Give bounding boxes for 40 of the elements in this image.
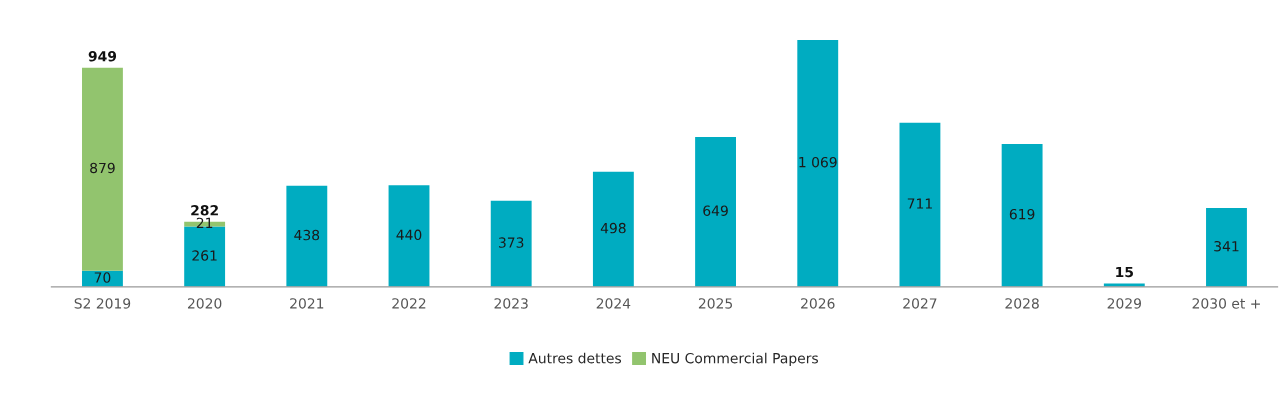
bar (1001, 143, 1043, 287)
total-label: 282 (191, 205, 218, 216)
bar (899, 122, 941, 287)
bar (797, 39, 839, 287)
x-tick-label: 2023 (494, 298, 528, 309)
data-label: 438 (294, 229, 320, 241)
x-tick-label: 2027 (903, 298, 937, 309)
bar (592, 171, 634, 287)
data-label: 619 (1009, 208, 1035, 220)
bar (490, 200, 532, 287)
x-tick-label: 2021 (290, 298, 324, 309)
data-label: 879 (90, 162, 115, 174)
x-tick-label: 2029 (1107, 298, 1141, 309)
data-label: 261 (192, 250, 217, 261)
data-label: 711 (907, 198, 932, 209)
bar (695, 136, 736, 287)
bar (184, 226, 226, 287)
x-tick-label: 2030 et + (1192, 298, 1260, 309)
bar (82, 67, 123, 271)
legend-label: NEU Commercial Papers (652, 352, 818, 367)
x-tick-label: 2028 (1005, 298, 1039, 309)
x-tick-label: 2025 (698, 298, 733, 309)
x-tick-label: S2 2019 (74, 298, 131, 309)
bar (286, 185, 328, 287)
x-tick-label: 2024 (596, 298, 631, 309)
data-label: 649 (703, 205, 728, 216)
data-label: 341 (1214, 240, 1239, 252)
total-label: 949 (88, 51, 117, 62)
x-tick-label: 2026 (801, 298, 835, 309)
data-label: 1 069 (799, 156, 837, 168)
x-tick-label: 2020 (187, 298, 222, 309)
data-label: 440 (396, 229, 422, 241)
bar (388, 185, 430, 287)
legend-label: Autres dettes (528, 352, 622, 364)
data-label: 70 (94, 272, 111, 283)
bar (1206, 208, 1247, 287)
data-label: 498 (600, 222, 626, 234)
x-tick-label: 2022 (392, 298, 426, 309)
data-label: 373 (499, 237, 524, 248)
total-label: 15 (1116, 266, 1133, 278)
